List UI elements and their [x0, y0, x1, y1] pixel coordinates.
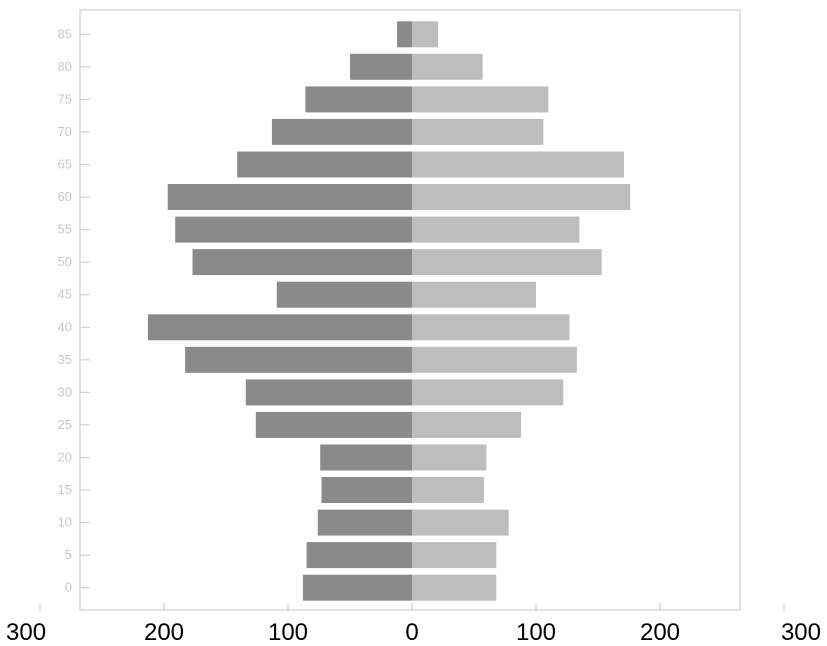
bar-right-75: [412, 86, 549, 113]
y-tick-label-85: 85: [58, 26, 72, 41]
bar-right-0: [412, 574, 497, 601]
bar-right-25: [412, 411, 522, 438]
bar-right-15: [412, 477, 484, 503]
x-axis: 300 200 100 0 100 200 300: [6, 603, 821, 646]
bar-right-50: [412, 249, 602, 276]
bar-right-80: [412, 53, 483, 80]
bar-left-60: [167, 184, 412, 210]
bar-left-65: [237, 151, 412, 178]
y-tick-label-60: 60: [58, 189, 72, 204]
y-tick-label-65: 65: [58, 157, 72, 172]
y-tick-label-20: 20: [58, 450, 72, 465]
bar-right-70: [412, 118, 544, 145]
bar-left-35: [185, 346, 412, 373]
y-tick-label-50: 50: [58, 254, 72, 269]
bar-right-65: [412, 151, 624, 178]
y-tick-label-45: 45: [58, 287, 72, 302]
bar-right-40: [412, 314, 570, 341]
bar-right-5: [412, 542, 497, 569]
plot-frame: [79, 9, 741, 611]
bar-left-40: [147, 314, 412, 341]
bar-left-10: [317, 509, 412, 536]
bar-right-55: [412, 216, 580, 243]
y-tick-label-75: 75: [58, 91, 72, 106]
bar-right-10: [412, 509, 509, 536]
bars-group: [147, 21, 631, 601]
y-tick-label-25: 25: [58, 417, 72, 432]
bar-left-25: [255, 411, 412, 438]
bar-left-15: [321, 477, 412, 503]
x-tick-label-0: 300: [6, 619, 46, 646]
bar-right-45: [412, 281, 536, 308]
bar-right-20: [412, 444, 487, 471]
bar-right-35: [412, 346, 577, 373]
x-tick-label-2: 100: [268, 619, 308, 646]
y-tick-label-70: 70: [58, 124, 72, 139]
bar-left-0: [302, 574, 412, 601]
y-tick-label-0: 0: [65, 580, 72, 595]
y-tick-label-40: 40: [58, 319, 72, 334]
bar-right-85: [412, 21, 438, 48]
y-axis: 0 5 10 15 20 25 30 35 40 45 50 55 60 65 70 75 80 85: [58, 26, 90, 595]
x-tick-label-3: 0: [405, 619, 418, 646]
bar-left-5: [306, 542, 412, 569]
y-tick-label-55: 55: [58, 222, 72, 237]
bar-left-75: [305, 86, 412, 113]
x-tick-label-1: 200: [144, 619, 184, 646]
bar-right-30: [412, 379, 564, 406]
y-tick-label-30: 30: [58, 384, 72, 399]
x-tick-label-5: 200: [640, 619, 680, 646]
bar-left-30: [245, 379, 412, 406]
y-tick-label-10: 10: [58, 515, 72, 530]
y-tick-label-15: 15: [58, 482, 72, 497]
bar-left-85: [397, 21, 412, 48]
bar-right-60: [412, 184, 631, 210]
bar-left-80: [350, 53, 412, 80]
y-tick-label-5: 5: [65, 547, 72, 562]
y-tick-label-80: 80: [58, 59, 72, 74]
bar-left-55: [175, 216, 412, 243]
bar-left-50: [192, 249, 412, 276]
x-tick-label-4: 100: [516, 619, 556, 646]
y-tick-label-35: 35: [58, 352, 72, 367]
bar-left-70: [271, 118, 412, 145]
bar-left-45: [276, 281, 412, 308]
x-tick-label-6: 300: [781, 619, 821, 646]
bar-left-20: [320, 444, 412, 471]
